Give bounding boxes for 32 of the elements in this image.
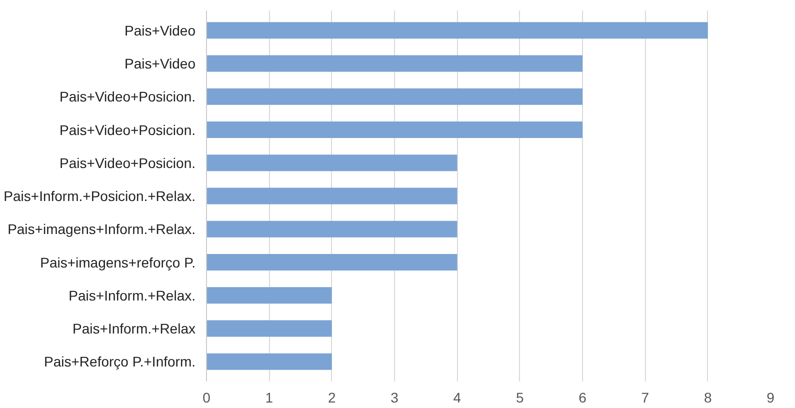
x-tick-label: 2: [328, 390, 336, 406]
x-tick-label: 9: [766, 390, 775, 406]
bar: [206, 88, 582, 105]
x-tick-label: 5: [516, 390, 524, 406]
bar: [206, 220, 458, 238]
y-tick-label: Pais+Video+Posicion.: [60, 154, 196, 171]
bar: [206, 22, 708, 39]
bar: [206, 254, 458, 271]
x-tick-label: 7: [641, 390, 650, 406]
y-tick-label: Pais+Video+Posicion.: [60, 122, 196, 138]
x-tick-label: 1: [265, 390, 274, 406]
x-tick-label: 4: [453, 390, 462, 406]
y-tick-label: Pais+Reforço P.+Inform.: [44, 354, 196, 370]
y-tick-label: Pais+Video+Posicion.: [60, 88, 196, 105]
y-tick-label: Pais+Video: [124, 22, 196, 38]
y-tick-label: Pais+Inform.+Relax: [72, 320, 196, 336]
y-tick-label: Pais+imagens+Inform.+Relax.: [8, 221, 196, 238]
bar: [206, 287, 332, 304]
y-tick-label: Pais+imagens+reforço P.: [40, 254, 196, 270]
bar: [206, 154, 458, 172]
bar: [206, 55, 582, 72]
bar: [206, 121, 582, 138]
bar: [206, 320, 332, 337]
bar: [206, 353, 332, 370]
y-tick-label: Pais+Inform.+Relax.: [68, 287, 196, 304]
x-tick-label: 8: [704, 390, 712, 406]
y-tick-label: Pais+Video: [124, 56, 196, 72]
x-tick-label: 6: [578, 390, 587, 406]
y-tick-label: Pais+Inform.+Posicion.+Relax.: [4, 188, 196, 204]
bar: [206, 188, 458, 204]
x-tick-label: 0: [202, 390, 211, 406]
x-tick-label: 3: [390, 390, 399, 406]
